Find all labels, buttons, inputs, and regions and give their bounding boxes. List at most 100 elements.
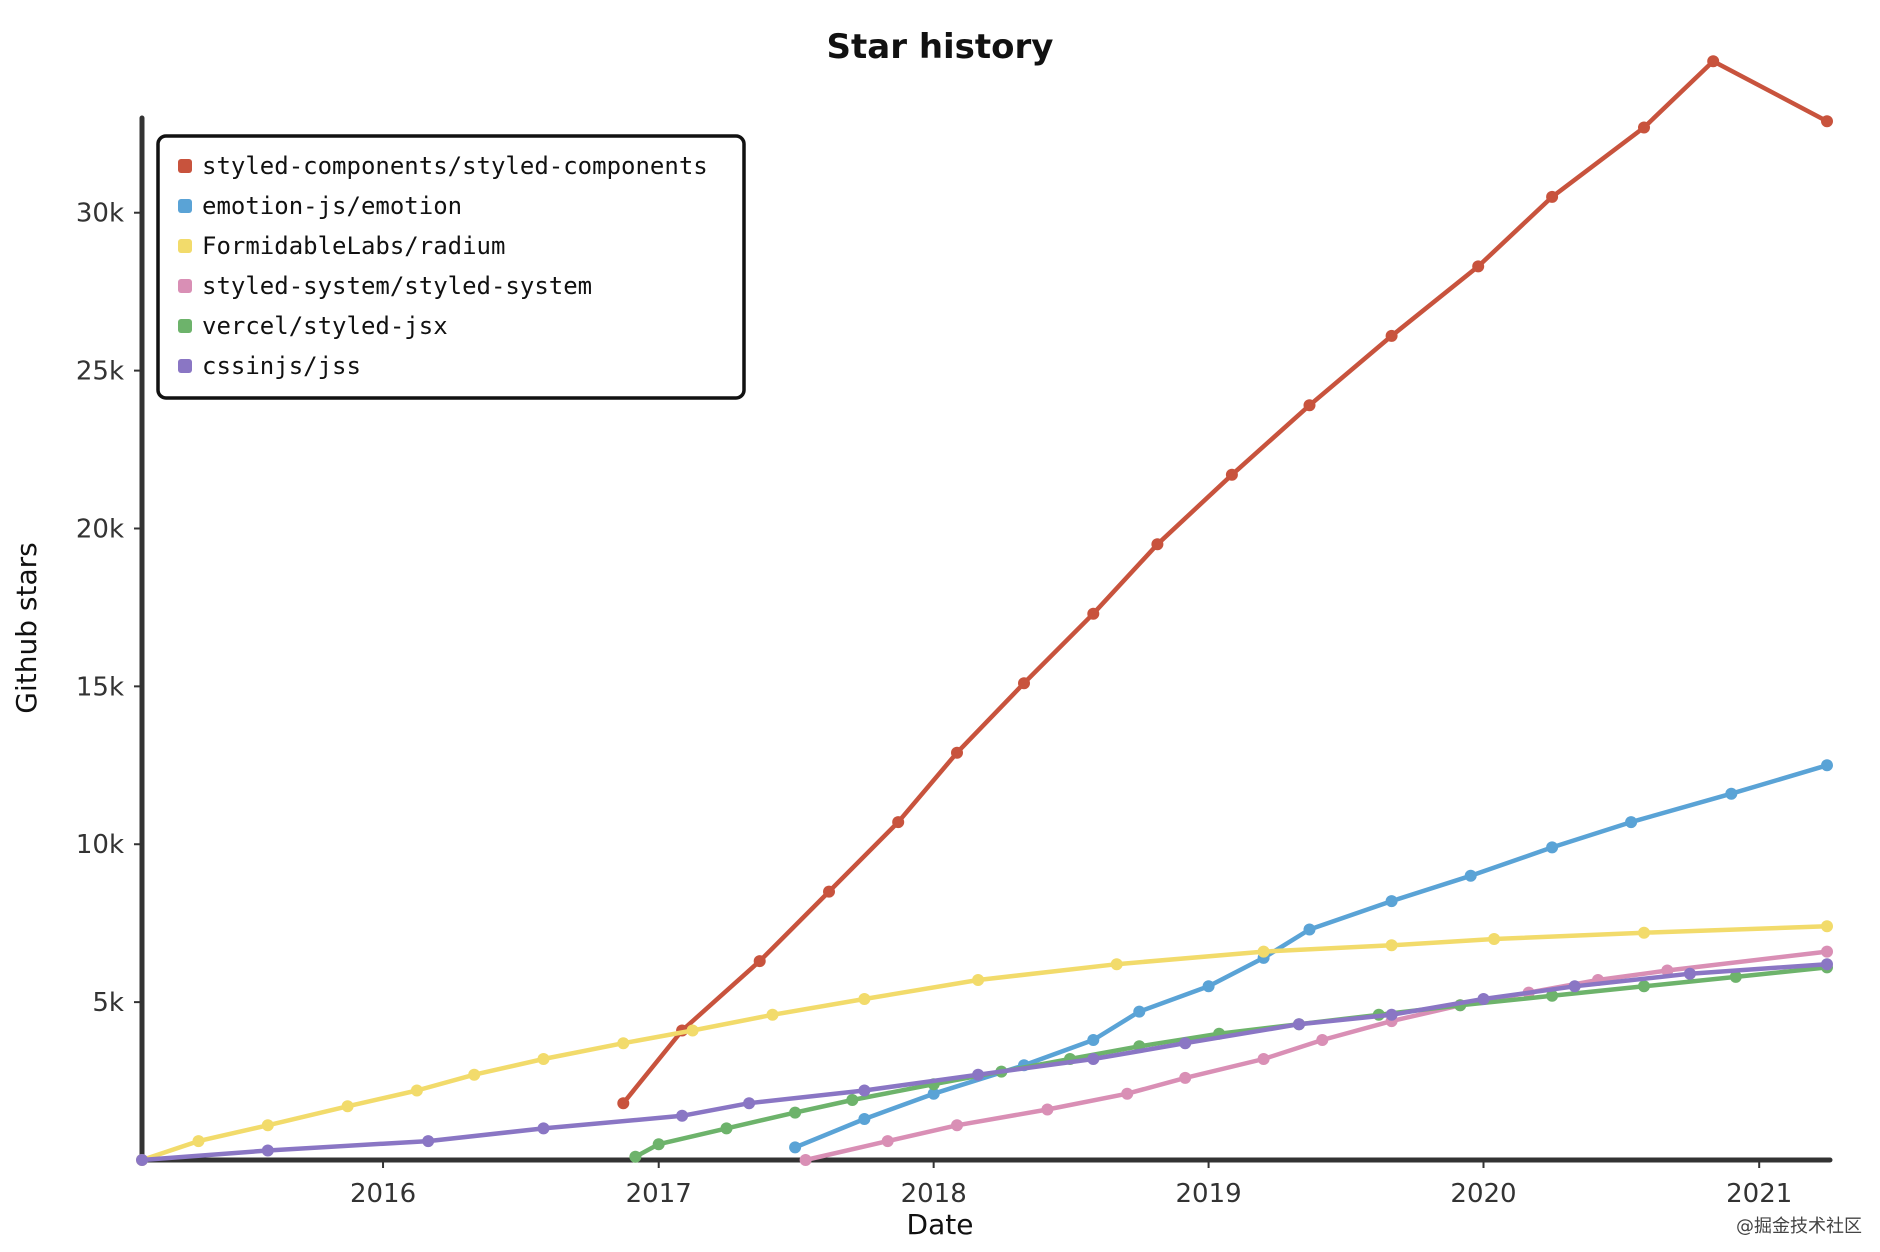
data-point <box>881 1135 894 1148</box>
data-point <box>743 1097 756 1110</box>
series-line <box>621 58 1830 1106</box>
data-point <box>1683 967 1696 980</box>
data-point <box>1257 1053 1270 1065</box>
series-cssinjs-jss <box>136 958 1833 1166</box>
data-point <box>1087 607 1100 620</box>
x-tick-label: 2019 <box>1175 1179 1241 1209</box>
legend-label: emotion-js/emotion <box>202 192 462 220</box>
series-line <box>139 961 1830 1163</box>
data-point <box>410 1084 423 1097</box>
x-tick-label: 2017 <box>626 1179 692 1209</box>
data-point <box>846 1094 859 1106</box>
legend-label: styled-system/styled-system <box>202 272 592 300</box>
data-point <box>858 1113 871 1125</box>
data-point <box>1303 399 1316 412</box>
legend-box <box>156 134 746 400</box>
data-point <box>1488 933 1501 945</box>
data-point <box>1725 787 1738 800</box>
data-point <box>192 1135 205 1148</box>
y-tick-label: 20k <box>76 514 124 544</box>
data-point <box>1385 895 1398 908</box>
series-layer <box>136 55 1833 1166</box>
data-point <box>1087 1034 1100 1046</box>
data-point <box>1638 980 1650 993</box>
series-line <box>792 763 1830 1150</box>
data-point <box>1546 190 1559 203</box>
data-point <box>1133 1005 1146 1018</box>
data-point <box>1821 945 1833 958</box>
series-line <box>803 949 1830 1163</box>
legend-label: styled-components/styled-components <box>202 152 708 180</box>
data-point <box>617 1037 630 1050</box>
data-point <box>1202 980 1215 993</box>
data-point <box>1087 1053 1100 1065</box>
data-point <box>1729 970 1742 983</box>
series-styled-system-styled-system <box>799 945 1833 1166</box>
data-point <box>1464 869 1477 882</box>
data-point <box>892 816 905 829</box>
data-point <box>1110 958 1123 971</box>
data-point <box>1546 841 1559 854</box>
data-point <box>789 1106 802 1119</box>
data-point <box>1546 989 1559 1002</box>
legend: styled-components/styled-components emoti… <box>156 134 746 400</box>
data-point <box>629 1150 642 1163</box>
y-tick-label: 10k <box>76 830 124 860</box>
x-ticks: 2016 2017 2018 2019 2020 2021 <box>350 1160 1792 1209</box>
chart-title: Star history <box>827 27 1054 67</box>
data-point <box>951 1119 963 1132</box>
legend-label: cssinjs/jss <box>202 352 361 380</box>
x-axis-label: Date <box>907 1208 974 1241</box>
data-point <box>261 1119 274 1132</box>
data-point <box>1477 993 1490 1005</box>
data-point <box>720 1122 733 1135</box>
series-vercel-styled-jsx <box>629 961 1833 1163</box>
data-point <box>1151 538 1164 551</box>
legend-item: emotion-js/emotion <box>178 192 462 220</box>
data-point <box>1385 329 1398 342</box>
data-point <box>341 1100 354 1113</box>
data-point <box>686 1024 699 1037</box>
legend-swatch <box>178 359 192 373</box>
data-point <box>1638 121 1650 134</box>
data-point <box>951 746 963 759</box>
data-point <box>972 974 985 986</box>
legend-swatch <box>178 239 192 253</box>
data-point <box>537 1053 550 1065</box>
data-point <box>617 1097 630 1110</box>
data-point <box>1121 1087 1134 1100</box>
data-point <box>1225 468 1238 481</box>
data-point <box>858 993 871 1005</box>
series-line <box>139 924 1830 1163</box>
legend-item: FormidableLabs/radium <box>178 232 505 260</box>
legend-swatch <box>178 199 192 213</box>
data-point <box>261 1144 274 1157</box>
data-point <box>1179 1071 1192 1084</box>
y-tick-label: 25k <box>76 357 124 387</box>
legend-item: styled-components/styled-components <box>178 152 708 180</box>
x-tick-label: 2021 <box>1726 1179 1792 1209</box>
data-point <box>652 1138 665 1151</box>
legend-swatch <box>178 159 192 173</box>
y-tick-label: 30k <box>76 199 124 229</box>
y-tick-label: 5k <box>92 988 124 1018</box>
data-point <box>1293 1018 1305 1031</box>
legend-item: cssinjs/jss <box>178 352 361 380</box>
data-point <box>1041 1103 1054 1116</box>
data-point <box>823 885 835 898</box>
data-point <box>753 955 766 968</box>
data-point <box>972 1068 985 1081</box>
data-point <box>1385 939 1398 952</box>
data-point <box>1707 55 1720 68</box>
data-point <box>537 1122 550 1135</box>
y-tick-label: 15k <box>76 672 124 702</box>
data-point <box>1179 1037 1192 1050</box>
y-axis-label: Github stars <box>10 542 43 713</box>
data-point <box>1568 980 1581 993</box>
data-point <box>1821 759 1833 772</box>
x-tick-label: 2018 <box>901 1179 967 1209</box>
data-point <box>1821 958 1833 971</box>
data-point <box>1821 115 1833 128</box>
